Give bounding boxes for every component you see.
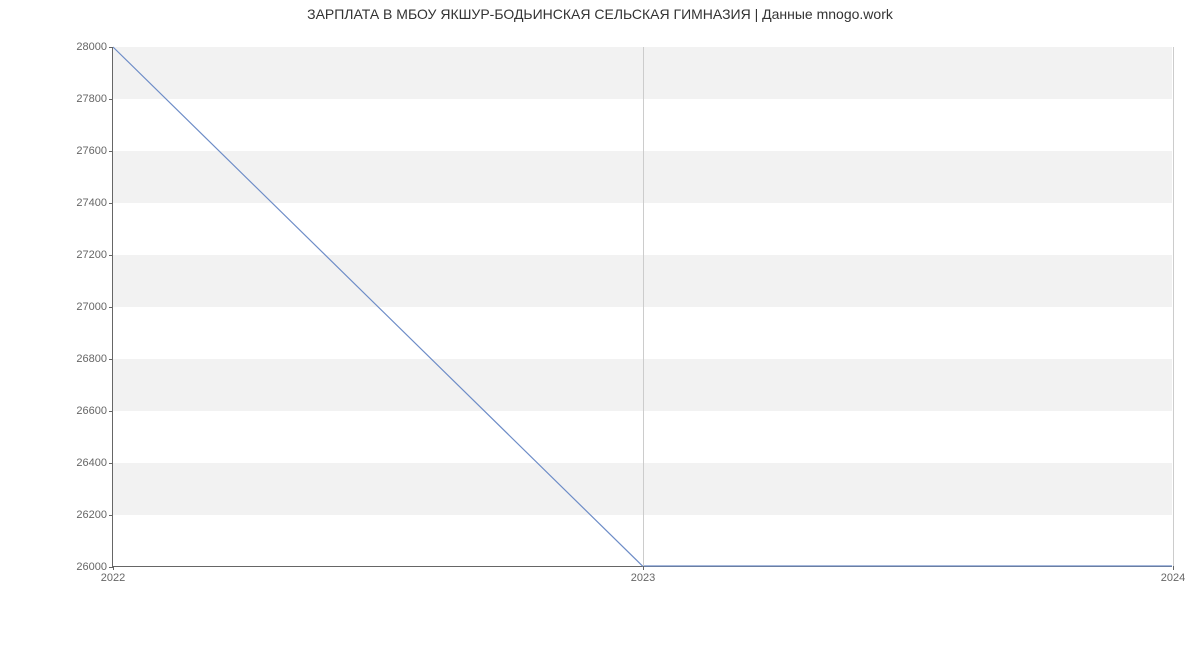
chart-container: ЗАРПЛАТА В МБОУ ЯКШУР-БОДЬИНСКАЯ СЕЛЬСКА… — [0, 0, 1200, 650]
y-tick-label: 27600 — [76, 145, 107, 157]
y-tick-label: 26400 — [76, 457, 107, 469]
y-axis-tick — [109, 307, 113, 308]
x-axis-tick — [643, 566, 644, 570]
y-tick-label: 27200 — [76, 249, 107, 261]
chart-title: ЗАРПЛАТА В МБОУ ЯКШУР-БОДЬИНСКАЯ СЕЛЬСКА… — [0, 6, 1200, 22]
x-tick-label: 2024 — [1161, 572, 1185, 584]
x-gridline — [643, 47, 644, 566]
y-axis-tick — [109, 47, 113, 48]
y-tick-label: 26800 — [76, 353, 107, 365]
y-axis-tick — [109, 359, 113, 360]
y-axis-tick — [109, 99, 113, 100]
y-tick-label: 28000 — [76, 41, 107, 53]
x-tick-label: 2023 — [631, 572, 655, 584]
y-tick-label: 26000 — [76, 561, 107, 573]
y-tick-label: 26600 — [76, 405, 107, 417]
x-axis-tick — [113, 566, 114, 570]
x-gridline — [1173, 47, 1174, 566]
y-axis-tick — [109, 151, 113, 152]
plot-area: 2022202320242600026200264002660026800270… — [112, 47, 1172, 567]
y-tick-label: 27400 — [76, 197, 107, 209]
x-axis-tick — [1173, 566, 1174, 570]
y-tick-label: 26200 — [76, 509, 107, 521]
y-tick-label: 27800 — [76, 93, 107, 105]
y-axis-tick — [109, 515, 113, 516]
y-axis-tick — [109, 411, 113, 412]
y-axis-tick — [109, 567, 113, 568]
y-tick-label: 27000 — [76, 301, 107, 313]
y-axis-tick — [109, 255, 113, 256]
x-tick-label: 2022 — [101, 572, 125, 584]
y-axis-tick — [109, 203, 113, 204]
y-axis-tick — [109, 463, 113, 464]
